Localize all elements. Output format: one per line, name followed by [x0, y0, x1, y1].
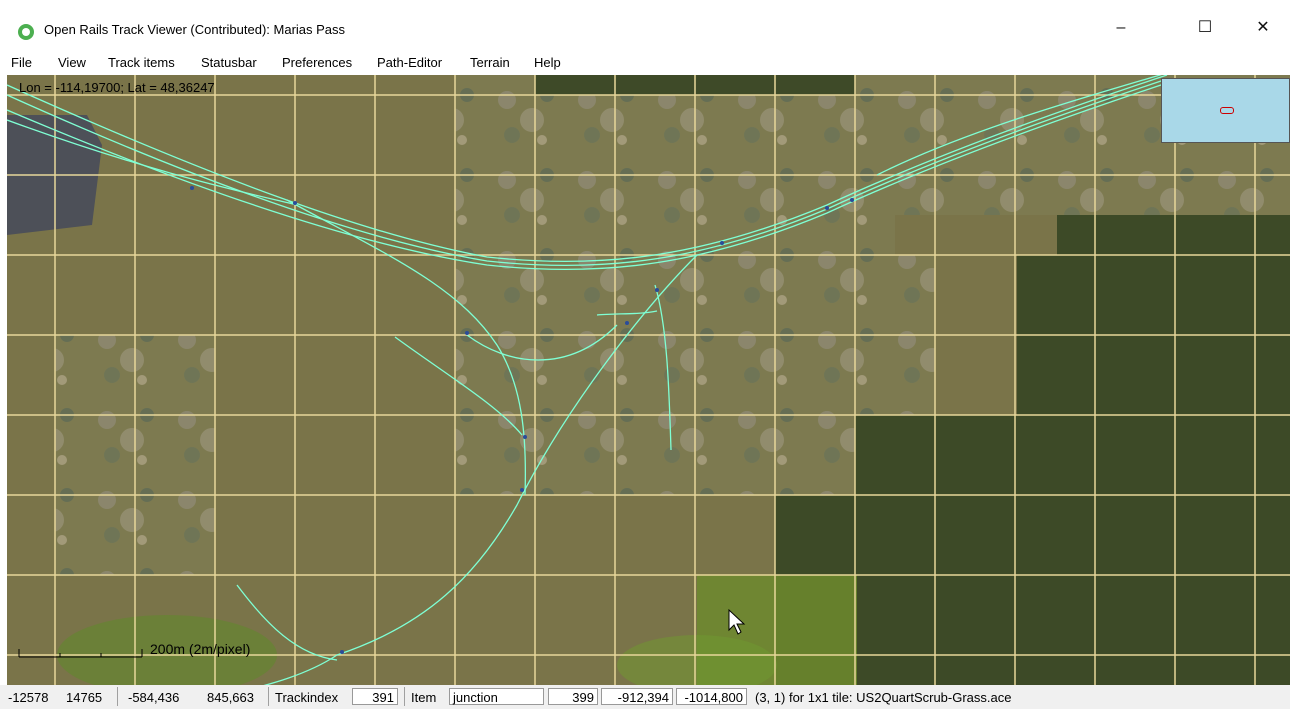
- menu-help[interactable]: Help: [534, 55, 561, 70]
- close-button[interactable]: ✕: [1256, 19, 1270, 36]
- minimap[interactable]: [1161, 78, 1290, 143]
- maximize-button[interactable]: ☐: [1197, 19, 1213, 36]
- status-separator: [268, 687, 269, 706]
- status-bar: -12578 14765 -584,436 845,663 Trackindex…: [0, 685, 1290, 709]
- scale-bar: [18, 649, 143, 658]
- minimap-view-marker[interactable]: [1220, 107, 1234, 114]
- minimize-button[interactable]: –: [1116, 19, 1126, 36]
- track-map[interactable]: Lon = -114,19700; Lat = 48,36247 200m (2…: [7, 75, 1290, 685]
- trackindex-value: 391: [352, 688, 398, 705]
- status-tile-z: 14765: [66, 690, 103, 705]
- tile-info: (3, 1) for 1x1 tile: US2QuartScrub-Grass…: [755, 690, 1012, 705]
- menu-path-editor[interactable]: Path-Editor: [377, 55, 443, 70]
- scale-label: 200m (2m/pixel): [150, 641, 251, 657]
- tile-grid: [7, 75, 1290, 685]
- window-title: Open Rails Track Viewer (Contributed): M…: [44, 22, 346, 37]
- menu-preferences[interactable]: Preferences: [282, 55, 353, 70]
- item-x-value: -912,394: [601, 688, 673, 705]
- map-canvas[interactable]: [7, 75, 1290, 685]
- status-separator: [404, 687, 405, 706]
- trackindex-label: Trackindex: [275, 690, 339, 705]
- status-x: -584,436: [128, 690, 180, 705]
- status-tile-x: -12578: [8, 690, 49, 705]
- mouse-cursor-icon: [728, 608, 746, 635]
- item-type-value: junction: [449, 688, 544, 705]
- item-label: Item: [411, 690, 437, 705]
- status-separator: [117, 687, 118, 706]
- status-z: 845,663: [207, 690, 254, 705]
- menu-track-items[interactable]: Track items: [108, 55, 175, 70]
- menu-terrain[interactable]: Terrain: [470, 55, 510, 70]
- coordinate-readout: Lon = -114,19700; Lat = 48,36247: [19, 80, 215, 95]
- title-bar: Open Rails Track Viewer (Contributed): M…: [0, 0, 1290, 51]
- item-index-value: 399: [548, 688, 598, 705]
- menu-file[interactable]: File: [11, 55, 32, 70]
- track-lines: [7, 75, 1168, 685]
- menu-statusbar[interactable]: Statusbar: [201, 55, 257, 70]
- junction-markers: [190, 186, 854, 654]
- item-z-value: -1014,800: [676, 688, 747, 705]
- app-icon: [18, 24, 34, 40]
- menu-view[interactable]: View: [58, 55, 86, 70]
- menu-bar: File View Track items Statusbar Preferen…: [0, 51, 1290, 75]
